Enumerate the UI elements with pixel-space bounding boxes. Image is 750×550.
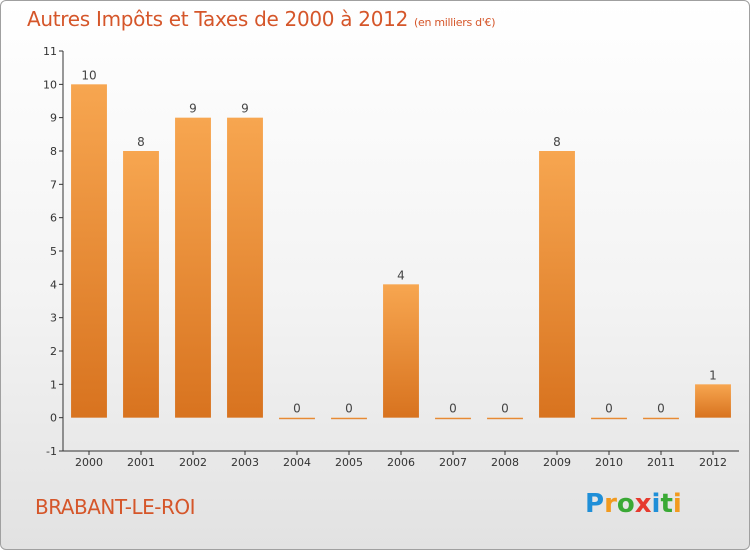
- x-tick-label: 2003: [231, 456, 259, 469]
- logo-letter: i: [672, 489, 682, 519]
- bar-value-label: 0: [293, 402, 301, 416]
- x-tick-label: 2010: [595, 456, 623, 469]
- bar: [539, 151, 575, 418]
- x-tick-label: 2000: [75, 456, 103, 469]
- bar: [279, 417, 315, 420]
- bar-value-label: 1: [709, 368, 717, 382]
- bar: [331, 417, 367, 420]
- chart-subtitle: (en milliers d'€): [414, 16, 496, 29]
- x-tick-label: 2006: [387, 456, 415, 469]
- bar-value-label: 0: [657, 402, 665, 416]
- chart-title: Autres Impôts et Taxes de 2000 à 2012 (en…: [27, 7, 495, 31]
- logo-letter: i: [651, 489, 661, 519]
- y-tick-label: 0: [50, 412, 57, 425]
- bar-value-label: 10: [81, 68, 96, 82]
- x-tick-label: 2009: [543, 456, 571, 469]
- x-tick-label: 2008: [491, 456, 519, 469]
- x-tick-label: 2011: [647, 456, 675, 469]
- x-tick-label: 2005: [335, 456, 363, 469]
- y-tick-label: 11: [43, 45, 57, 58]
- bar: [591, 417, 627, 420]
- logo-letter: t: [660, 489, 673, 519]
- x-tick-label: 2007: [439, 456, 467, 469]
- y-tick-label: 4: [50, 278, 57, 291]
- y-tick-label: 2: [50, 345, 57, 358]
- bar: [175, 117, 211, 418]
- chart-title-text: Autres Impôts et Taxes de 2000 à 2012: [27, 7, 408, 31]
- bar: [383, 284, 419, 418]
- x-tick-label: 2012: [699, 456, 727, 469]
- bar: [71, 84, 107, 418]
- logo-letter: P: [585, 489, 605, 519]
- x-tick-label: 2001: [127, 456, 155, 469]
- bar-value-label: 0: [605, 402, 613, 416]
- x-tick-label: 2002: [179, 456, 207, 469]
- logo-letter: o: [616, 489, 635, 519]
- bar: [487, 417, 523, 420]
- y-tick-label: 10: [43, 78, 57, 91]
- bar-value-label: 4: [397, 268, 405, 282]
- bar-value-label: 0: [449, 402, 457, 416]
- bar-value-label: 9: [241, 102, 249, 116]
- bar-value-label: 0: [501, 402, 509, 416]
- bar-value-label: 8: [137, 135, 145, 149]
- bar: [695, 384, 731, 418]
- commune-name: BRABANT-LE-ROI: [35, 495, 195, 519]
- logo-letter: x: [634, 489, 652, 519]
- y-tick-label: 6: [50, 212, 57, 225]
- bar: [435, 417, 471, 420]
- y-tick-label: 1: [50, 378, 57, 391]
- bar-value-label: 8: [553, 135, 561, 149]
- y-tick-label: 3: [50, 312, 57, 325]
- y-tick-label: 9: [50, 112, 57, 125]
- bar: [643, 417, 679, 420]
- y-tick-label: 7: [50, 178, 57, 191]
- y-tick-label: -1: [46, 445, 57, 458]
- y-tick-label: 5: [50, 245, 57, 258]
- x-tick-label: 2004: [283, 456, 311, 469]
- bar-value-label: 9: [189, 102, 197, 116]
- bar: [227, 117, 263, 418]
- proxiti-logo: Proxiti: [585, 489, 682, 519]
- bar: [123, 151, 159, 418]
- bar-value-label: 0: [345, 402, 353, 416]
- logo-letter: r: [604, 489, 617, 519]
- y-tick-label: 8: [50, 145, 57, 158]
